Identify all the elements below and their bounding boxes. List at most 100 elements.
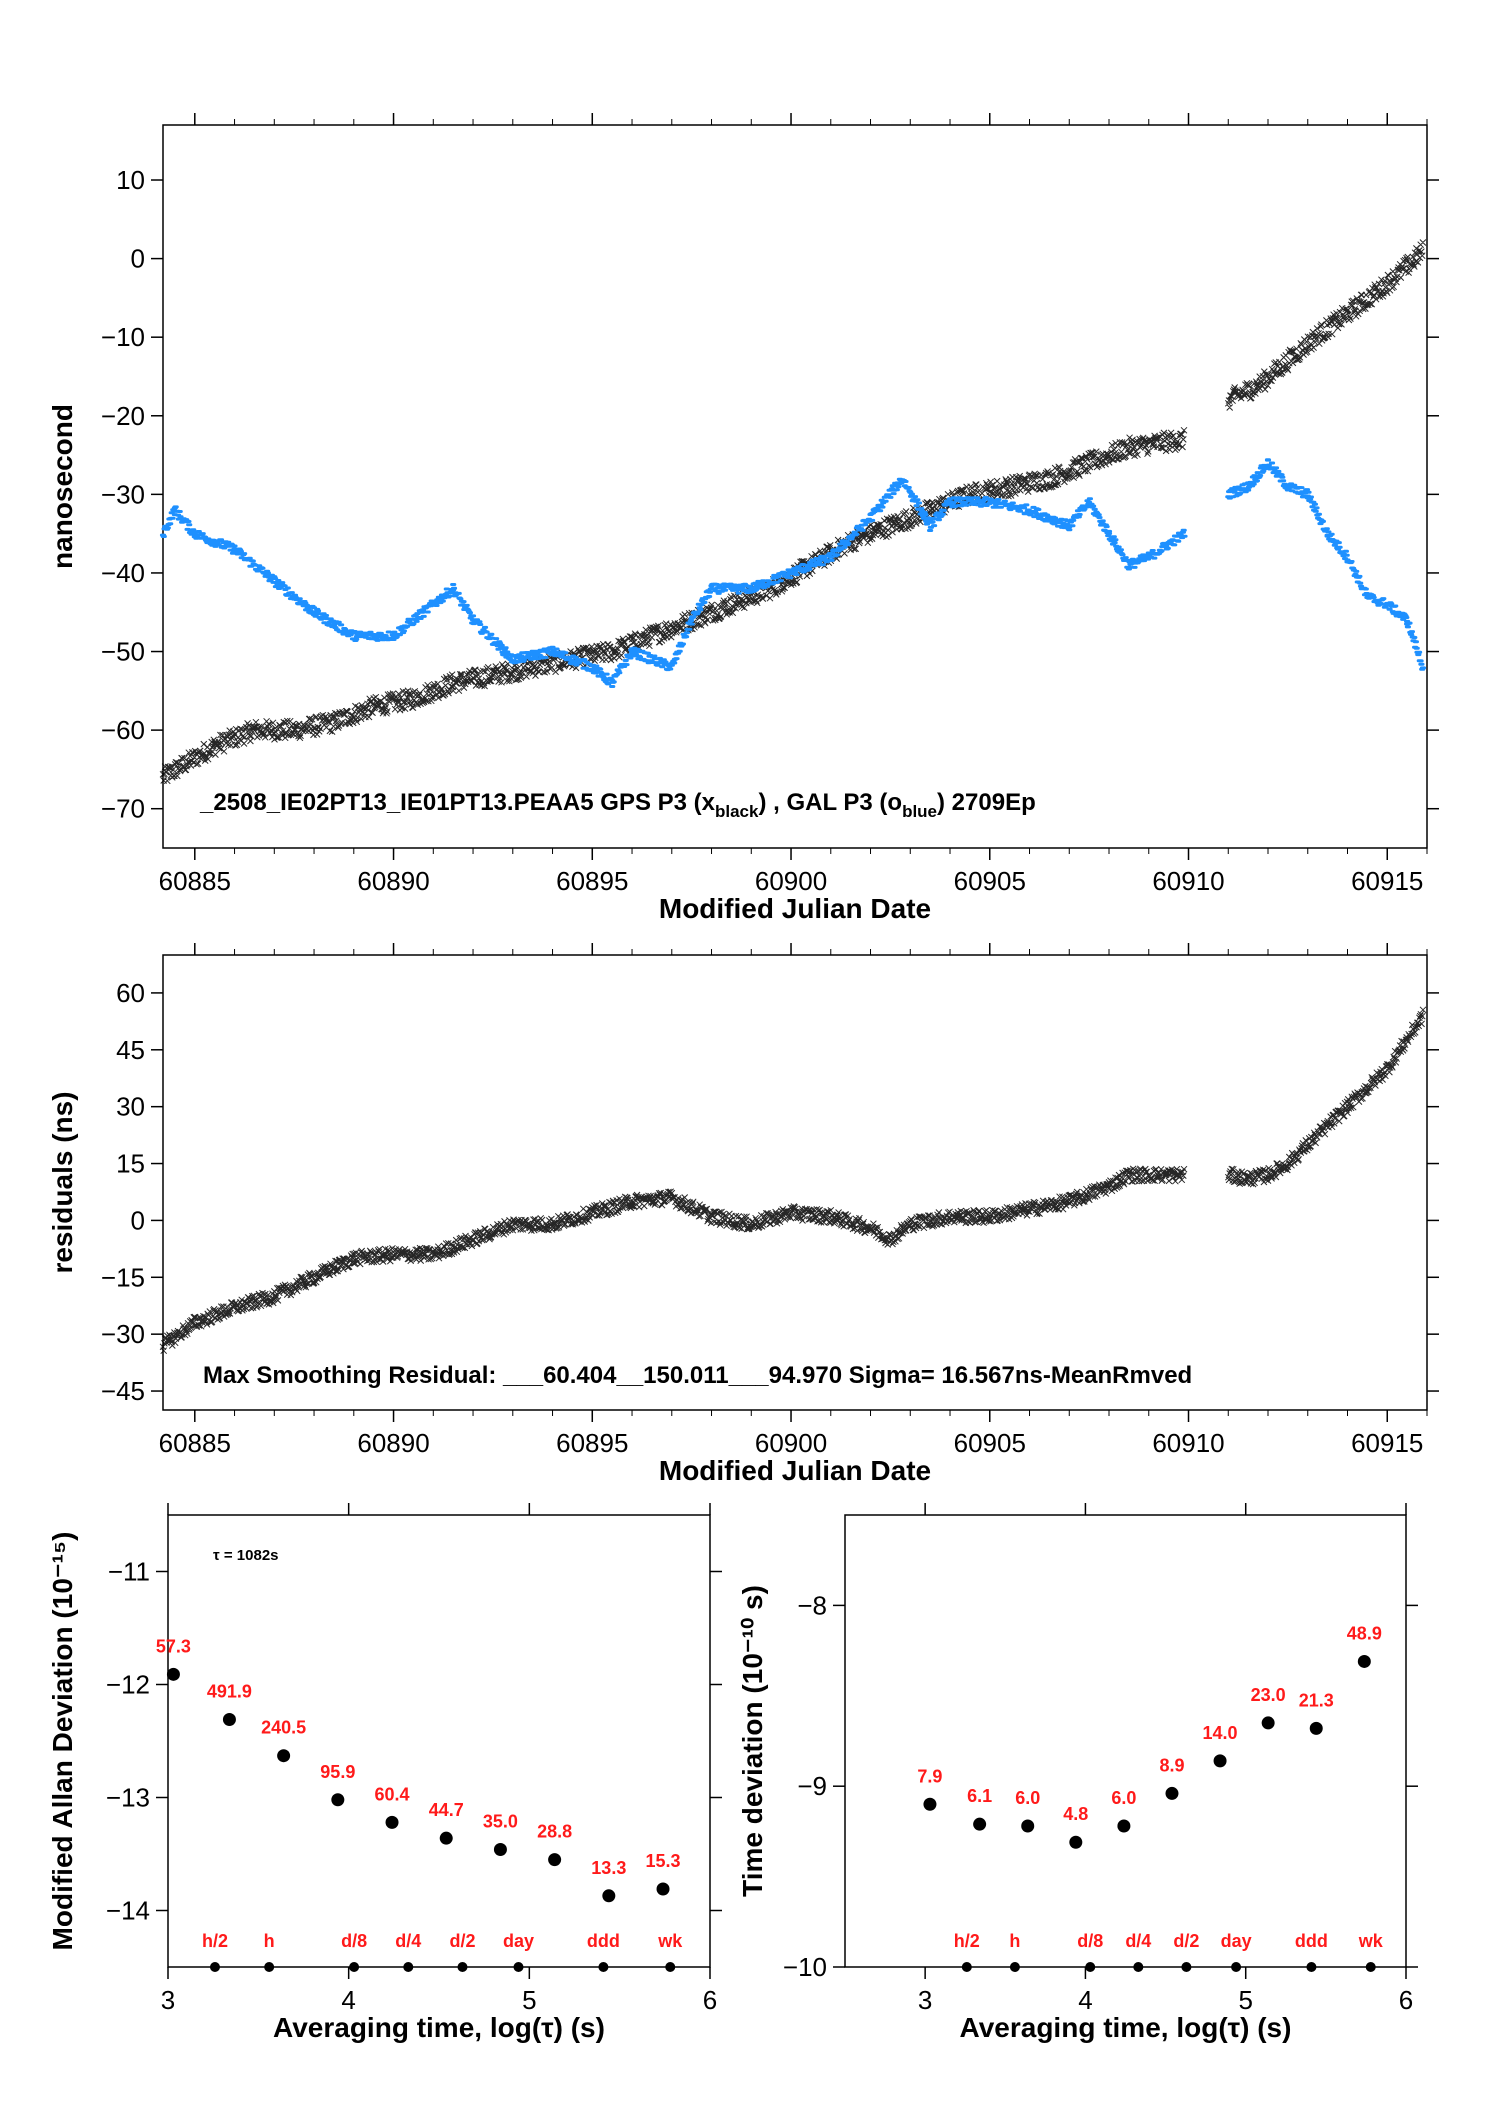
- deviation-value-label: 491.9: [207, 1682, 252, 1702]
- annotation-subscript: black: [715, 802, 759, 821]
- y-tick-label: 15: [116, 1149, 145, 1179]
- y-tick-label: −15: [101, 1262, 145, 1292]
- y-tick-label: −10: [101, 322, 145, 352]
- x-tick-label: 3: [918, 1985, 932, 2015]
- interval-marker: [209, 1962, 220, 1972]
- y-tick-label: −70: [101, 794, 145, 824]
- deviation-value-label: 21.3: [1299, 1690, 1334, 1710]
- y-tick-label: −10: [783, 1952, 827, 1982]
- x-axis-label: Modified Julian Date: [659, 893, 931, 924]
- y-tick-label: −30: [101, 479, 145, 509]
- y-tick-label: 30: [116, 1092, 145, 1122]
- deviation-point: [1021, 1819, 1035, 1833]
- plot-frame: [162, 954, 1428, 1411]
- deviation-point: [222, 1713, 236, 1727]
- x-tick-label: 5: [1238, 1985, 1252, 2015]
- y-tick-label: −14: [106, 1896, 150, 1926]
- interval-marker: [1365, 1962, 1376, 1972]
- x-axis-label: Modified Julian Date: [659, 1455, 931, 1486]
- interval-marker-label: day: [1221, 1931, 1252, 1951]
- deviation-point: [923, 1797, 937, 1811]
- deviation-value-label: 57.3: [156, 1636, 191, 1656]
- deviation-point: [548, 1853, 562, 1867]
- interval-marker-label: d/2: [1173, 1931, 1199, 1951]
- data-annotation: _2508_IE02PT13_IE01PT13.PEAA5 GPS P3 (xb…: [199, 789, 1036, 821]
- x-axis-label: Averaging time, log(τ) (s): [960, 2012, 1292, 2043]
- interval-marker-label: h/2: [202, 1931, 228, 1951]
- y-tick-label: −11: [108, 1557, 150, 1587]
- interval-marker: [1306, 1962, 1317, 1972]
- interval-marker: [403, 1962, 414, 1972]
- interval-marker: [1085, 1962, 1096, 1972]
- deviation-value-label: 8.9: [1159, 1755, 1184, 1775]
- residual-series-markers: [159, 1006, 1427, 1355]
- x-tick-label: 60895: [556, 866, 628, 896]
- x-tick-label: 60910: [1152, 866, 1224, 896]
- deviation-value-label: 6.0: [1111, 1788, 1136, 1808]
- deviation-point: [1165, 1786, 1179, 1800]
- y-tick-label: −60: [101, 715, 145, 745]
- y-tick-label: 10: [116, 165, 145, 195]
- deviation-value-label: 35.0: [483, 1811, 518, 1831]
- x-tick-label: 60915: [1351, 1428, 1423, 1458]
- phase-difference-panel: 60885 60890 60895 60900 60905 60910 60915 10 0 −1…: [47, 113, 1439, 924]
- interval-marker-label: day: [503, 1931, 534, 1951]
- annotation-subscript: blue: [902, 802, 937, 821]
- deviation-point: [1213, 1754, 1227, 1768]
- interval-marker: [513, 1962, 524, 1972]
- interval-marker: [1231, 1962, 1242, 1972]
- interval-marker-label: h/2: [954, 1931, 980, 1951]
- x-axis-label: Averaging time, log(τ) (s): [273, 2012, 605, 2043]
- deviation-point: [277, 1749, 291, 1763]
- interval-marker-label: ddd: [587, 1931, 620, 1951]
- interval-marker: [598, 1962, 609, 1972]
- deviation-point: [656, 1882, 670, 1896]
- interval-marker: [961, 1962, 972, 1972]
- interval-marker-label: h: [264, 1931, 275, 1951]
- deviation-value-label: 23.0: [1251, 1685, 1286, 1705]
- deviation-point: [331, 1793, 345, 1807]
- deviation-value-label: 4.8: [1063, 1804, 1088, 1824]
- residuals-panel: 60885 60890 60895 60900 60905 60910 60915 60 45 3…: [47, 943, 1439, 1486]
- deviation-value-label: 48.9: [1347, 1623, 1382, 1643]
- gal-series-markers: [159, 458, 1427, 688]
- deviation-value-label: 240.5: [261, 1718, 306, 1738]
- gps-series-markers: [159, 239, 1427, 785]
- y-tick-label: −50: [101, 637, 145, 667]
- annotation-text: ) 2709Ep: [937, 789, 1036, 816]
- y-tick-label: −12: [106, 1670, 150, 1700]
- interval-marker-label: h: [1009, 1931, 1020, 1951]
- x-tick-label: 60905: [954, 1428, 1026, 1458]
- x-tick-label: 60890: [357, 866, 429, 896]
- y-tick-label: −9: [797, 1771, 827, 1801]
- interval-marker: [457, 1962, 468, 1972]
- y-tick-label: 0: [131, 1205, 145, 1235]
- interval-marker-label: wk: [1358, 1931, 1384, 1951]
- x-tick-label: 60900: [755, 1428, 827, 1458]
- tau-annotation: τ = 1082s: [213, 1547, 279, 1564]
- deviation-point: [1357, 1654, 1371, 1668]
- deviation-point: [973, 1817, 987, 1831]
- annotation-text: _2508_IE02PT13_IE01PT13.PEAA5: [199, 789, 594, 816]
- y-tick-label: −20: [101, 401, 145, 431]
- y-tick-label: −13: [106, 1783, 150, 1813]
- y-tick-label: −30: [101, 1319, 145, 1349]
- deviation-point: [1309, 1721, 1323, 1735]
- x-tick-label: 5: [522, 1985, 536, 2015]
- deviation-value-label: 6.0: [1015, 1788, 1040, 1808]
- x-tick-label: 4: [1078, 1985, 1092, 2015]
- x-tick-label: 60885: [159, 866, 231, 896]
- modified-allan-deviation-panel: 3 4 5 6 −11 −12 −13 −14 Averaging time, log(τ) (…: [47, 1503, 722, 2043]
- deviation-point: [1117, 1819, 1131, 1833]
- y-tick-label: −8: [797, 1590, 827, 1620]
- deviation-value-label: 13.3: [591, 1858, 626, 1878]
- x-tick-label: 60895: [556, 1428, 628, 1458]
- interval-marker-label: d/8: [341, 1931, 367, 1951]
- deviation-value-label: 95.9: [320, 1762, 355, 1782]
- interval-marker-label: d/4: [1125, 1931, 1151, 1951]
- interval-marker: [264, 1962, 275, 1972]
- interval-marker: [1009, 1962, 1020, 1972]
- deviation-value-label: 7.9: [917, 1766, 942, 1786]
- y-axis-label: Time deviation (10⁻¹⁰ s): [737, 1585, 768, 1897]
- deviation-value-label: 6.1: [967, 1786, 992, 1806]
